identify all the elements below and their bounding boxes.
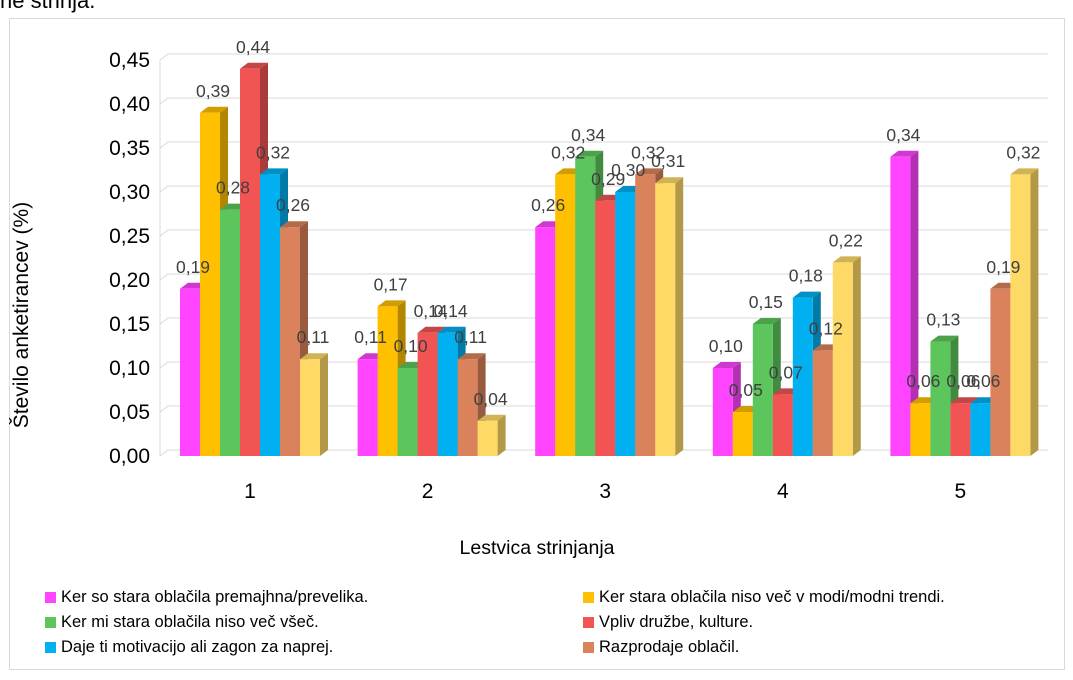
- x-tick-label: 2: [422, 480, 434, 503]
- legend-swatch: [45, 642, 56, 653]
- legend-swatch: [45, 592, 56, 603]
- data-label: 0,32: [551, 142, 585, 162]
- data-label: 0,18: [789, 266, 823, 286]
- data-label: 0,06: [966, 371, 1000, 391]
- bar: [833, 256, 861, 456]
- data-label: 0,19: [986, 257, 1020, 277]
- gridline: [160, 98, 1048, 104]
- data-label: 0,05: [729, 380, 763, 400]
- data-label: 0,15: [749, 292, 783, 312]
- legend-item: Ker so stara oblačila premajhna/prevelik…: [45, 588, 368, 607]
- data-label: 0,34: [886, 125, 920, 145]
- legend-item: Ker stara oblačila niso več v modi/modni…: [583, 588, 945, 607]
- x-tick-label: 4: [777, 480, 789, 503]
- bar: [655, 177, 683, 456]
- data-label: 0,19: [176, 257, 210, 277]
- legend-label: Razprodaje oblačil.: [599, 638, 739, 657]
- y-tick-label: 0,05: [109, 401, 150, 424]
- legend-item: Ker mi stara oblačila niso več všeč.: [45, 613, 319, 632]
- legend-item: Vpliv družbe, kulture.: [583, 613, 753, 632]
- data-label: 0,31: [651, 151, 685, 171]
- y-axis-label: Število anketirancev (%): [10, 202, 33, 428]
- y-tick-label: 0,10: [109, 357, 150, 380]
- y-axis-ticks: 0,00 0,05 0,10 0,15 0,20 0,25 0,30 0,35 0,40 0,45: [109, 49, 150, 468]
- legend-label: Ker so stara oblačila premajhna/prevelik…: [61, 588, 368, 607]
- data-label: 0,13: [926, 310, 960, 330]
- data-label: 0,14: [434, 301, 468, 321]
- data-label: 0,26: [276, 195, 310, 215]
- data-label: 0,17: [374, 274, 408, 294]
- legend-label: Ker stara oblačila niso več v modi/modni…: [599, 588, 945, 607]
- y-tick-label: 0,45: [109, 49, 150, 72]
- bar: [300, 353, 328, 456]
- data-label: 0,10: [394, 336, 428, 356]
- data-label: 0,28: [216, 178, 250, 198]
- legend-item: Razprodaje oblačil.: [583, 638, 739, 657]
- data-label: 0,06: [906, 371, 940, 391]
- bar: [1010, 168, 1038, 456]
- data-label: 0,44: [236, 37, 270, 57]
- x-tick-label: 1: [244, 480, 256, 503]
- y-tick-label: 0,35: [109, 137, 150, 160]
- data-label: 0,30: [611, 160, 645, 180]
- legend-label: Ker mi stara oblačila niso več všeč.: [61, 613, 319, 632]
- data-label: 0,10: [709, 336, 743, 356]
- data-label: 0,11: [297, 327, 330, 347]
- y-tick-label: 0,20: [109, 269, 150, 292]
- x-axis-categories: 1 2 3 4 5: [244, 480, 966, 503]
- data-label: 0,07: [769, 362, 803, 382]
- legend-item: Daje ti motivacijo ali zagon za naprej.: [45, 638, 333, 657]
- y-tick-label: 0,30: [109, 181, 150, 204]
- y-tick-label: 0,00: [109, 445, 150, 468]
- data-label: 0,32: [256, 142, 290, 162]
- legend-swatch: [583, 642, 594, 653]
- legend-swatch: [583, 592, 594, 603]
- y-tick-label: 0,15: [109, 313, 150, 336]
- data-label: 0,22: [829, 230, 863, 250]
- legend-label: Daje ti motivacijo ali zagon za naprej.: [61, 638, 333, 657]
- legend-label: Vpliv družbe, kulture.: [599, 613, 753, 632]
- x-axis-label: Lestvica strinjanja: [460, 537, 615, 559]
- y-tick-label: 0,25: [109, 225, 150, 248]
- bar-series: [180, 63, 1038, 456]
- legend-swatch: [583, 617, 594, 628]
- data-label: 0,12: [809, 318, 843, 338]
- bar: [478, 415, 506, 456]
- data-label: 0,32: [1006, 142, 1040, 162]
- data-label: 0,34: [571, 125, 605, 145]
- legend-swatch: [45, 617, 56, 628]
- data-label: 0,26: [531, 195, 565, 215]
- data-label: 0,11: [354, 327, 387, 347]
- bar-chart: 0,00 0,05 0,10 0,15 0,20 0,25 0,30 0,35 0,40 0,45…: [0, 0, 1073, 590]
- data-label: 0,39: [196, 81, 230, 101]
- gridline: [160, 54, 1048, 60]
- data-label: 0,11: [454, 327, 487, 347]
- data-label: 0,04: [474, 389, 508, 409]
- y-tick-label: 0,40: [109, 93, 150, 116]
- x-tick-label: 5: [955, 480, 967, 503]
- x-tick-label: 3: [599, 480, 611, 503]
